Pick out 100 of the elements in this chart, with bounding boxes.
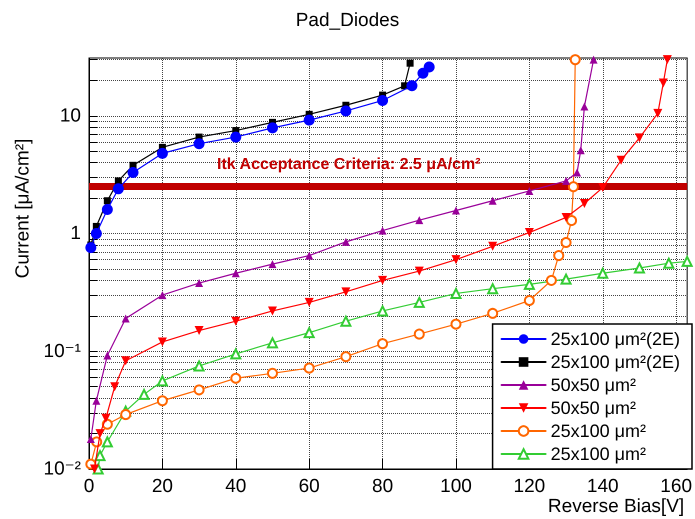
point	[378, 226, 387, 235]
point	[90, 228, 102, 240]
point	[156, 148, 168, 159]
point	[266, 122, 278, 134]
point	[231, 316, 240, 326]
point	[304, 298, 314, 307]
point	[156, 395, 168, 406]
point	[158, 291, 166, 300]
point	[414, 328, 425, 340]
point	[342, 238, 350, 246]
point	[377, 338, 388, 350]
point	[560, 236, 572, 248]
x-tick-label: 160	[660, 476, 692, 497]
legend-label: 25x100 μm²	[550, 421, 646, 441]
point	[121, 356, 130, 366]
point	[662, 55, 672, 64]
point	[92, 396, 100, 405]
point	[525, 186, 534, 195]
point	[576, 146, 585, 154]
legend-label: 50x50 μm²	[550, 398, 636, 418]
point	[194, 326, 204, 336]
point	[377, 95, 388, 106]
point	[406, 80, 418, 92]
point	[194, 384, 205, 396]
point	[90, 464, 100, 474]
point	[268, 260, 276, 268]
point	[378, 276, 388, 285]
point	[156, 375, 168, 386]
point	[570, 54, 581, 66]
point	[452, 206, 460, 214]
point	[546, 274, 557, 286]
point	[424, 61, 435, 72]
y-tick-label: 1	[70, 223, 81, 244]
point	[122, 314, 130, 322]
point	[194, 138, 205, 150]
point	[101, 414, 110, 423]
point	[524, 295, 535, 306]
x-tick-label: 80	[372, 476, 394, 497]
point	[560, 274, 572, 285]
x-tick-label: 40	[225, 476, 246, 497]
x-tick-label: 120	[514, 476, 546, 497]
point	[663, 258, 674, 269]
point	[230, 348, 242, 360]
point	[138, 388, 150, 400]
point	[120, 409, 132, 420]
point	[566, 215, 578, 226]
point	[634, 262, 645, 274]
point	[340, 351, 352, 362]
point	[590, 56, 598, 64]
point	[488, 196, 497, 205]
point	[597, 268, 608, 279]
x-tick-label: 100	[440, 476, 472, 497]
point	[304, 114, 315, 126]
legend-label: 50x50 μm²	[550, 375, 636, 395]
point	[598, 183, 608, 192]
point	[568, 181, 579, 192]
point	[340, 105, 352, 116]
point	[414, 296, 425, 308]
point	[658, 78, 668, 88]
point	[304, 327, 315, 338]
point	[524, 278, 535, 290]
point	[562, 212, 571, 222]
point	[268, 306, 277, 316]
point	[102, 436, 113, 448]
point	[406, 60, 414, 67]
legend-label: 25x100 μm²(2E)	[550, 352, 680, 372]
x-axis-title: Reverse Bias[V]	[548, 496, 684, 517]
x-tick-label: 20	[152, 476, 173, 497]
chart-title: Pad_Diodes	[296, 10, 400, 31]
point	[653, 108, 662, 118]
point	[414, 266, 424, 276]
point	[103, 352, 112, 360]
point	[450, 288, 462, 299]
x-tick-label: 60	[298, 476, 320, 497]
point	[634, 133, 644, 142]
point	[341, 287, 350, 296]
point	[96, 429, 105, 438]
point	[230, 132, 242, 143]
point	[580, 199, 589, 208]
point	[415, 216, 424, 224]
legend-label: 25x100 μm²	[550, 444, 646, 464]
point	[266, 337, 278, 348]
point	[524, 228, 534, 238]
point	[232, 269, 240, 278]
point	[102, 204, 113, 216]
point	[304, 362, 315, 374]
y-tick-label: 10⁻²	[44, 458, 81, 480]
point	[451, 255, 460, 264]
point	[158, 337, 167, 346]
point	[573, 168, 582, 177]
point	[305, 252, 314, 260]
point	[110, 382, 120, 392]
point	[340, 316, 352, 327]
point	[580, 102, 588, 111]
point	[682, 256, 693, 267]
y-axis-title: Current [μA/cm²]	[12, 138, 34, 278]
point	[487, 283, 498, 294]
y-tick-label: 10	[60, 105, 81, 126]
point	[194, 360, 205, 372]
point	[104, 197, 111, 204]
